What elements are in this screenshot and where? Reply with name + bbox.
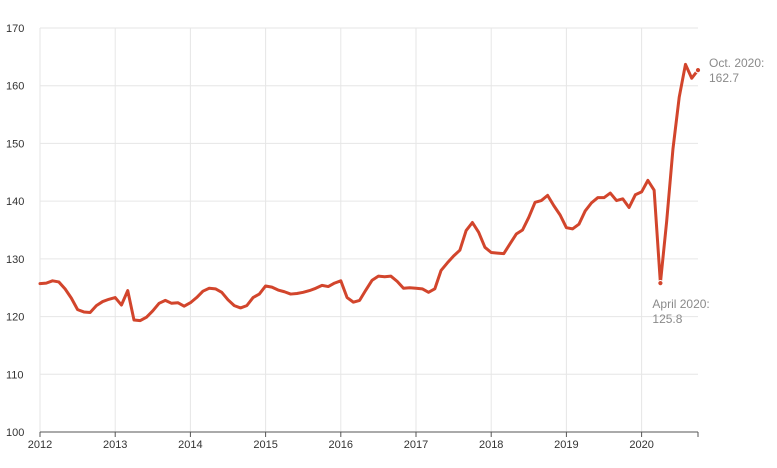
annotation-label: April 2020:: [652, 297, 709, 311]
y-tick-label: 100: [6, 427, 24, 439]
annotation-value: 125.8: [652, 312, 682, 326]
series-group: [38, 62, 700, 323]
y-tick-label: 140: [6, 196, 24, 208]
x-gridlines: [39, 28, 643, 432]
x-tick-label: 2020: [629, 439, 653, 451]
y-gridlines: [40, 27, 698, 433]
y-tick-label: 110: [6, 369, 24, 381]
annotation-value: 162.7: [709, 71, 739, 85]
x-tick-label: 2012: [28, 439, 52, 451]
x-axis: 2012 2013 2014 2015 2016 2017 2018 2019 2020: [28, 431, 699, 451]
x-tick-label: 2016: [329, 439, 353, 451]
series-line: [38, 62, 700, 323]
annotation-point: [657, 279, 664, 287]
x-tick-label: 2017: [404, 439, 428, 451]
x-tick-label: 2019: [554, 439, 578, 451]
annotations: Oct. 2020:162.7 April 2020:125.8: [652, 56, 764, 326]
x-tick-label: 2015: [253, 439, 277, 451]
y-axis-tick-labels: 100 110 120 130 140 150 160 170: [6, 23, 24, 439]
annotation-label: Oct. 2020:: [709, 56, 764, 70]
annotation-point: [694, 67, 702, 74]
y-tick-label: 120: [6, 312, 24, 324]
y-tick-label: 130: [6, 254, 24, 266]
x-tick-label: 2013: [103, 439, 127, 451]
x-tick-label: 2018: [479, 439, 503, 451]
y-tick-label: 170: [6, 23, 24, 35]
x-tick-label: 2014: [178, 439, 202, 451]
y-tick-label: 150: [6, 138, 24, 150]
y-tick-label: 160: [6, 81, 24, 93]
